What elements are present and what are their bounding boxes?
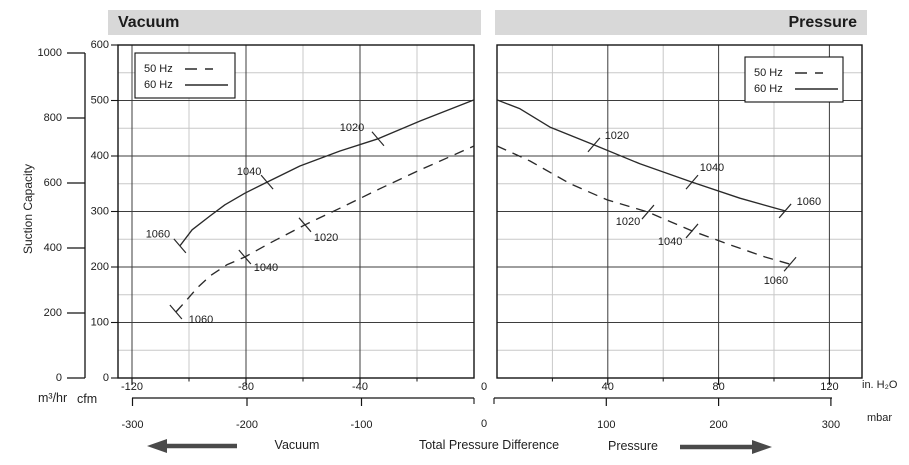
m3hr-tick-label: 200	[44, 307, 62, 319]
pressure-curve-60hz	[496, 99, 786, 212]
curve-tick-mark	[685, 223, 699, 239]
vacuum-curve-50hz	[175, 145, 475, 313]
mbar-zero-label: 0	[481, 418, 487, 430]
vacuum-curve-60hz	[179, 99, 475, 247]
m3hr-tick-label: 600	[44, 177, 62, 189]
vacuum-plot: 1060 1040 1020 1060 1040 1020 -120 -80 -40 -300 -2…	[117, 44, 475, 431]
cfm-tick-label: 500	[91, 94, 109, 106]
inh2o-tick-label: 120	[820, 381, 838, 393]
mbar-tick-label: -100	[350, 419, 372, 431]
curve-tick-mark	[685, 174, 699, 190]
vacuum-direction-label: Vacuum	[274, 438, 320, 452]
pressure-direction-label: Pressure	[607, 439, 659, 453]
vacuum-mbar-axis: -300 -200 -100	[121, 397, 475, 431]
curve-mbar-label: 1020	[314, 232, 338, 244]
inh2o-tick-label: -80	[238, 381, 254, 393]
vacuum-arrow-icon	[147, 439, 237, 453]
curve-tick-mark	[371, 131, 385, 147]
curve-mbar-label: 1060	[189, 314, 213, 326]
m3hr-tick-label: 1000	[38, 47, 62, 59]
x-axis-unit-mbar: mbar	[867, 412, 893, 424]
legend-label-50hz: 50 Hz	[754, 67, 783, 79]
curve-mbar-label: 1040	[700, 162, 724, 174]
vacuum-legend: 50 Hz 60 Hz	[134, 52, 236, 99]
cfm-tick-label: 300	[91, 205, 109, 217]
cfm-tick-label: 600	[91, 39, 109, 51]
curve-mbar-label: 1020	[616, 216, 640, 228]
curve-mbar-label: 1020	[340, 122, 364, 134]
curve-tick-mark	[169, 304, 183, 320]
inh2o-zero-label: 0	[481, 381, 487, 393]
legend-label-50hz: 50 Hz	[144, 63, 173, 75]
inh2o-tick-label: 80	[712, 381, 724, 393]
curve-tick-mark	[260, 174, 274, 190]
cfm-tick-label: 100	[91, 316, 109, 328]
pressure-mbar-axis: 100 200 300	[493, 397, 840, 431]
cfm-tick-label: 0	[103, 372, 109, 384]
inh2o-tick-label: 40	[602, 381, 614, 393]
cfm-tick-label: 200	[91, 261, 109, 273]
mbar-tick-label: -200	[236, 419, 258, 431]
mbar-tick-label: 200	[709, 419, 727, 431]
mbar-tick-label: 100	[597, 419, 615, 431]
curve-mbar-label: 1060	[797, 196, 821, 208]
total-pressure-difference-label: Total Pressure Difference	[418, 438, 560, 452]
pressure-inh2o-axis: 40 80 120	[551, 378, 839, 393]
curve-tick-mark	[783, 256, 797, 272]
vacuum-major-gridlines	[118, 45, 474, 378]
curve-tick-mark	[778, 203, 792, 219]
vacuum-section-header: Vacuum	[108, 10, 481, 35]
curve-tick-mark	[587, 137, 601, 153]
curve-mbar-label: 1060	[764, 275, 788, 287]
pressure-plot: 1020 1040 1060 1020 1040 1060 40 80 120 100 200 300…	[493, 44, 863, 431]
vacuum-inh2o-axis: -120 -80 -40	[121, 378, 418, 393]
curve-mbar-label: 1060	[146, 229, 170, 241]
pressure-arrow-icon	[680, 440, 772, 454]
y-axis-unit-cfm: cfm	[77, 392, 98, 406]
curve-mbar-label: 1040	[254, 262, 278, 274]
mbar-tick-label: -300	[121, 419, 143, 431]
x-axis-unit-inh2o: in. H₂O	[862, 379, 898, 391]
pressure-section-header: Pressure	[495, 10, 867, 35]
inh2o-tick-label: -40	[352, 381, 368, 393]
curve-mbar-label: 1040	[237, 166, 261, 178]
cfm-tick-label: 400	[91, 150, 109, 162]
curve-mbar-label: 1040	[658, 236, 682, 248]
inh2o-tick-label: -120	[121, 381, 143, 393]
curve-tick-mark	[238, 249, 252, 265]
y-axis-unit-m3hr: m³/hr	[38, 391, 68, 405]
legend-label-60hz: 60 Hz	[144, 79, 173, 91]
curve-mbar-label: 1020	[605, 130, 629, 142]
m3hr-tick-label: 400	[44, 242, 62, 254]
pressure-legend: 50 Hz 60 Hz	[744, 56, 844, 103]
curve-tick-mark	[173, 238, 187, 254]
cfm-axis: 0 100 200 300 400 500 600	[91, 39, 118, 384]
curve-tick-mark	[298, 217, 312, 233]
pressure-curve-50hz	[496, 145, 791, 265]
m3hr-tick-label: 800	[44, 112, 62, 124]
curve-tick-mark	[641, 204, 655, 220]
m3hr-tick-label: 0	[56, 372, 62, 384]
m3hr-axis: 0 200 400 600 800 1000	[38, 47, 86, 384]
legend-label-60hz: 60 Hz	[754, 83, 783, 95]
pressure-plot-border	[496, 44, 863, 379]
mbar-tick-label: 300	[822, 419, 840, 431]
shared-zero-labels: 00	[481, 381, 487, 430]
